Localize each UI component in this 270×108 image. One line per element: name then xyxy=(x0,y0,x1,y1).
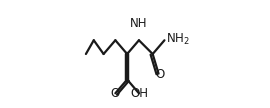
Text: OH: OH xyxy=(130,87,148,100)
Text: O: O xyxy=(156,68,165,81)
Text: O: O xyxy=(110,87,120,100)
Text: NH$_2$: NH$_2$ xyxy=(166,32,190,47)
Text: NH: NH xyxy=(130,17,147,30)
